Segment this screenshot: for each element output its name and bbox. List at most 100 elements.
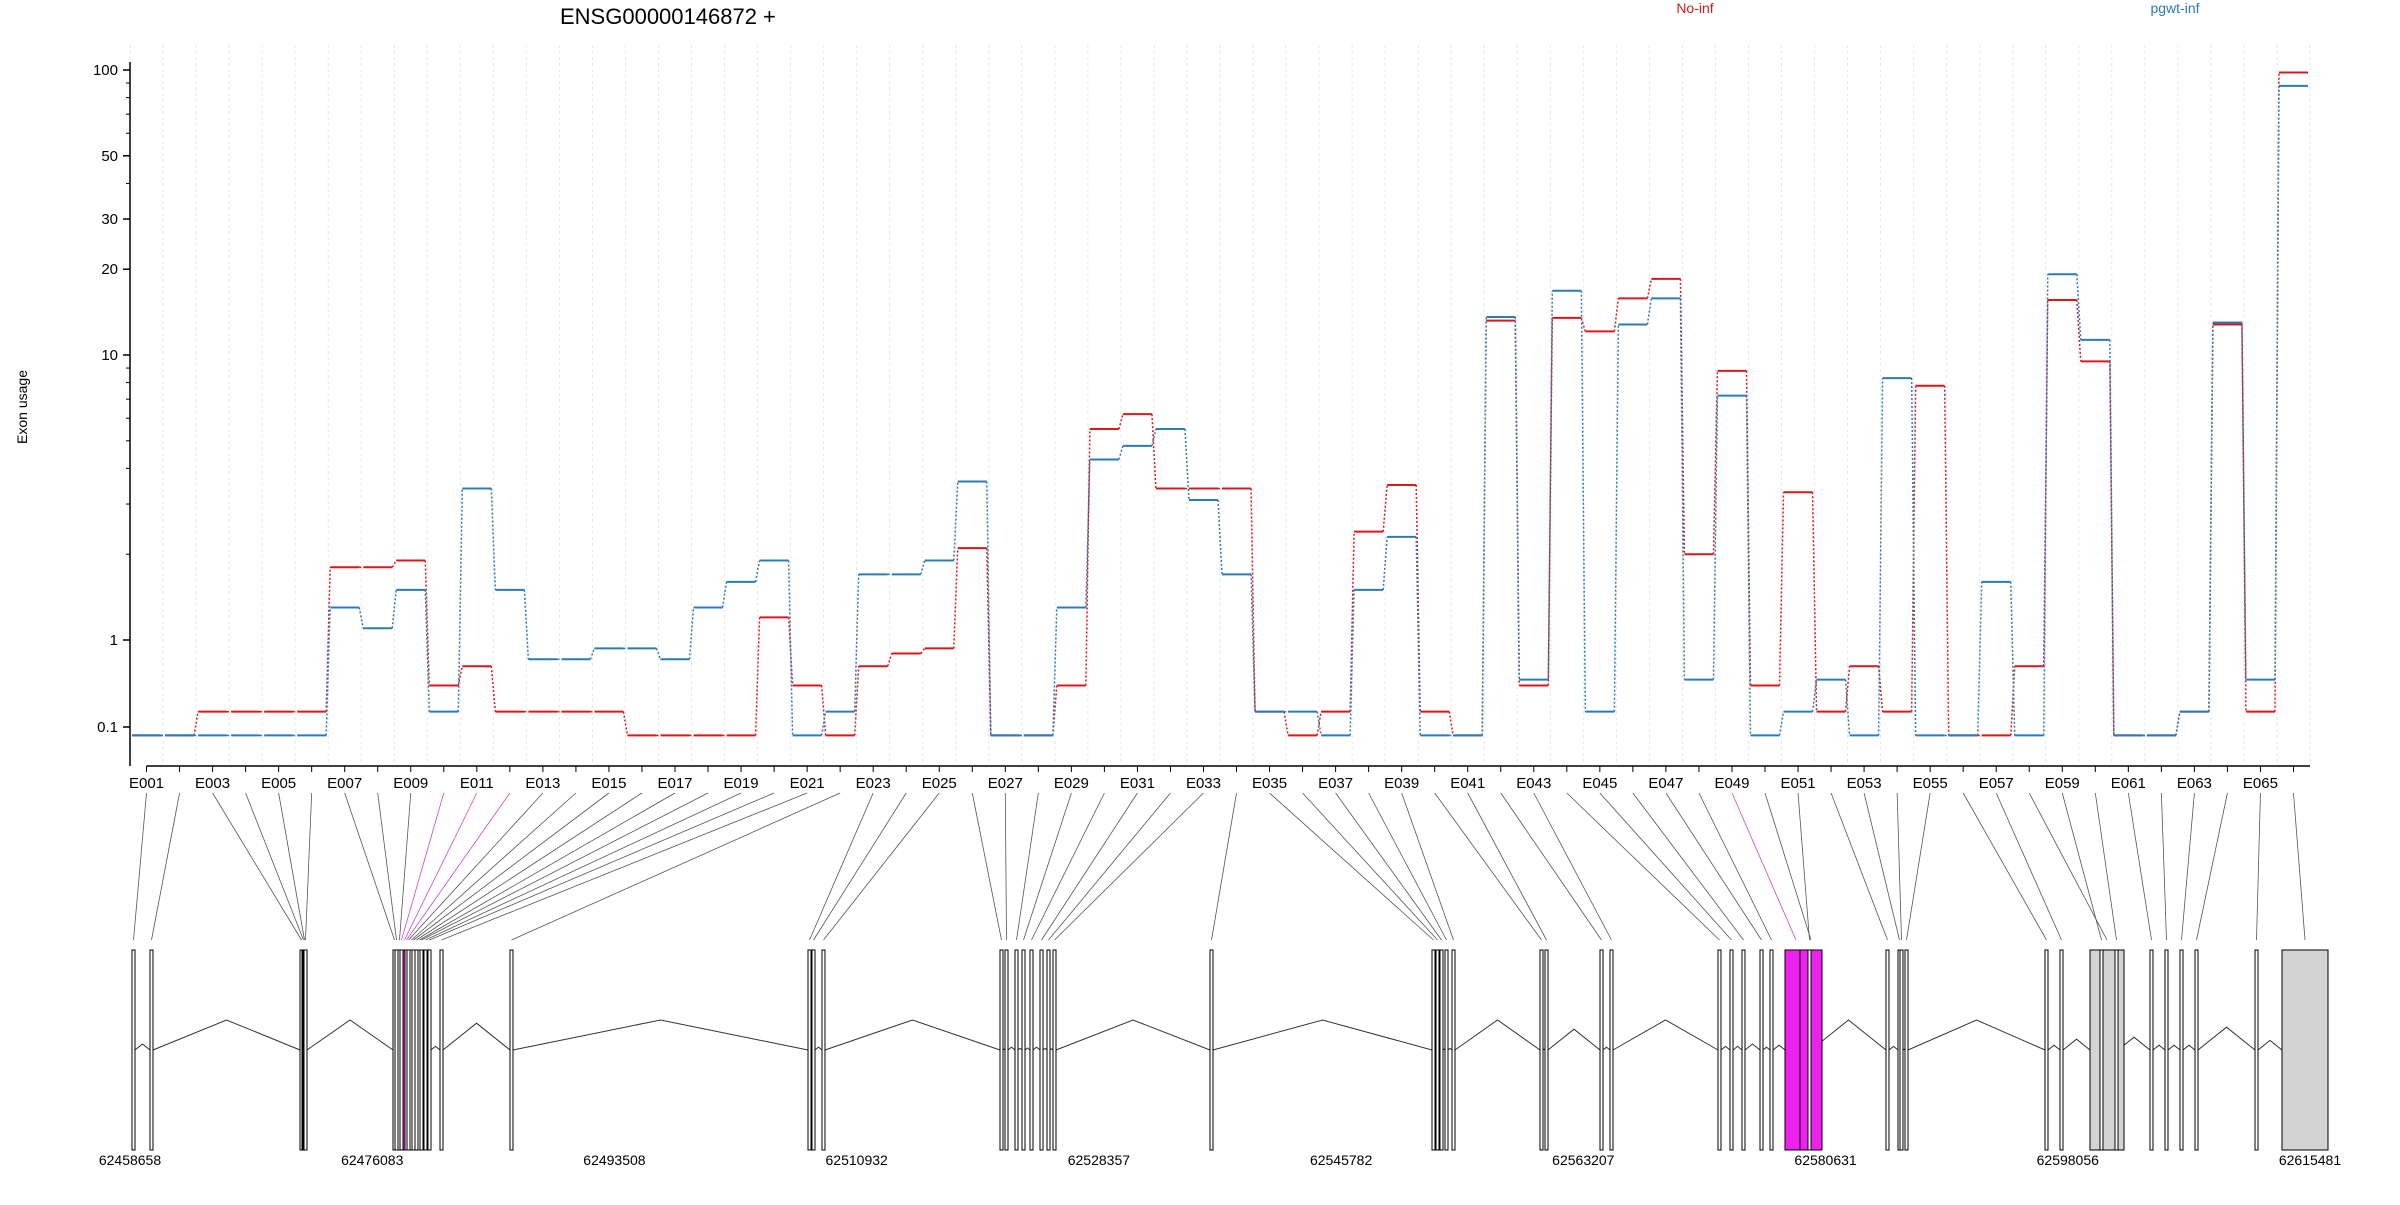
intron-line [1762, 1046, 1771, 1051]
exon-connector-line [1269, 792, 1434, 941]
exon-connector-line [133, 792, 147, 941]
exon-connector-line [971, 792, 1002, 941]
genomic-coordinate-label: 62458658 [99, 1152, 162, 1168]
intron-line [1454, 1019, 1541, 1051]
series-connector [1151, 414, 1157, 489]
exon-connector-line [2028, 792, 2108, 941]
exon-connector-line [401, 792, 445, 941]
x-tick-label: E045 [1582, 775, 1617, 792]
x-tick-label: E033 [1186, 775, 1221, 792]
x-tick-label: E037 [1318, 775, 1353, 792]
exon-box [1544, 949, 1549, 1151]
series-connector [1778, 492, 1785, 686]
exon-box [1435, 949, 1440, 1151]
x-tick-label: E043 [1516, 775, 1551, 792]
genomic-coordinate-label: 62510932 [826, 1152, 889, 1168]
exon-box [2089, 949, 2125, 1151]
intron-line [2152, 1044, 2166, 1051]
x-tick-label: E047 [1648, 775, 1683, 792]
exon-connector-line [413, 792, 610, 941]
exon-box [149, 949, 154, 1151]
exon-connector-line [245, 792, 304, 941]
y-tick-label: 20 [101, 261, 118, 278]
exon-box [427, 949, 432, 1151]
exon-box [1759, 949, 1764, 1151]
intron-line [824, 1019, 1001, 1051]
series-connector [325, 567, 331, 712]
x-tick-label: E053 [1847, 775, 1882, 792]
x-tick-label: E059 [2045, 775, 2080, 792]
series [132, 71, 2308, 737]
exon-connector-line [1665, 792, 1762, 941]
intron-line [2257, 1039, 2283, 1051]
exon-box [419, 949, 424, 1151]
x-tick-label: E017 [657, 775, 692, 792]
exon-connector-line [1731, 792, 1797, 941]
series-connector [1283, 711, 1289, 736]
series-connector [853, 666, 860, 736]
series-connector [589, 648, 596, 660]
intron-line [1772, 1044, 1786, 1051]
exon-connector-line [1368, 792, 1447, 941]
x-tick-label: E027 [988, 775, 1023, 792]
exon-box [1769, 949, 1774, 1151]
x-tick-label: E007 [327, 775, 362, 792]
exon-box [807, 949, 812, 1151]
exon-connector-line [429, 792, 775, 941]
intron-line [1907, 1019, 2046, 1051]
exon-box [2254, 949, 2259, 1151]
exon-box [1014, 949, 1019, 1151]
series-connector [1877, 378, 1884, 736]
exon-connector-line [1023, 792, 1072, 941]
series-connector [1613, 298, 1620, 332]
series-connector [2009, 666, 2016, 736]
exon-box [2059, 949, 2064, 1151]
exon-box [1021, 949, 1026, 1151]
intron-line [1547, 1028, 1601, 1051]
series-connector [1547, 290, 1554, 680]
series-connector [1745, 395, 1752, 736]
genomic-coordinate-label: 62580631 [1794, 1152, 1857, 1168]
series-connector [1382, 536, 1388, 590]
series-connector [953, 548, 959, 649]
exon-connector-line [1906, 792, 1931, 941]
exon-connector-line [1698, 792, 1772, 941]
series-connector [2241, 322, 2247, 680]
series-connector [424, 560, 431, 686]
exon-connector-line [425, 792, 742, 941]
series-connector [853, 574, 860, 712]
intron-line [1720, 1045, 1731, 1051]
series-connector [457, 666, 464, 686]
y-tick-label: 0.1 [97, 719, 118, 736]
y-tick-label: 1 [110, 632, 118, 649]
series-connector [1646, 278, 1653, 299]
exon-box [131, 949, 136, 1151]
x-tick-label: E057 [1979, 775, 2014, 792]
gene-model: 62458658 62476083 62493508 62510932 62528357… [99, 949, 2341, 1168]
x-tick-label: E041 [1450, 775, 1485, 792]
exon-box [1807, 949, 1812, 1151]
series-connector [1646, 298, 1653, 325]
y-tick-label: 10 [101, 347, 118, 364]
series-connector [1613, 324, 1620, 712]
intron-line [1612, 1019, 1719, 1051]
series-connector [1085, 428, 1091, 686]
exon-connector-line [1566, 792, 1720, 941]
series-connector [1547, 317, 1554, 686]
y-tick-label: 50 [101, 148, 118, 165]
series-connector [1481, 316, 1487, 736]
exon-box [423, 949, 428, 1151]
intron-line [152, 1019, 301, 1051]
series-connector [1217, 499, 1223, 575]
x-tick-label: E023 [856, 775, 891, 792]
x-tick-label: E065 [2243, 775, 2278, 792]
x-tick-label: E035 [1252, 775, 1287, 792]
exon-box [2194, 949, 2199, 1151]
intron-line [1017, 1047, 1023, 1051]
series-connector [457, 488, 464, 712]
exon-connector-line [2160, 792, 2167, 941]
exon-connector-line [2127, 792, 2152, 941]
exon-box [1046, 949, 1051, 1151]
